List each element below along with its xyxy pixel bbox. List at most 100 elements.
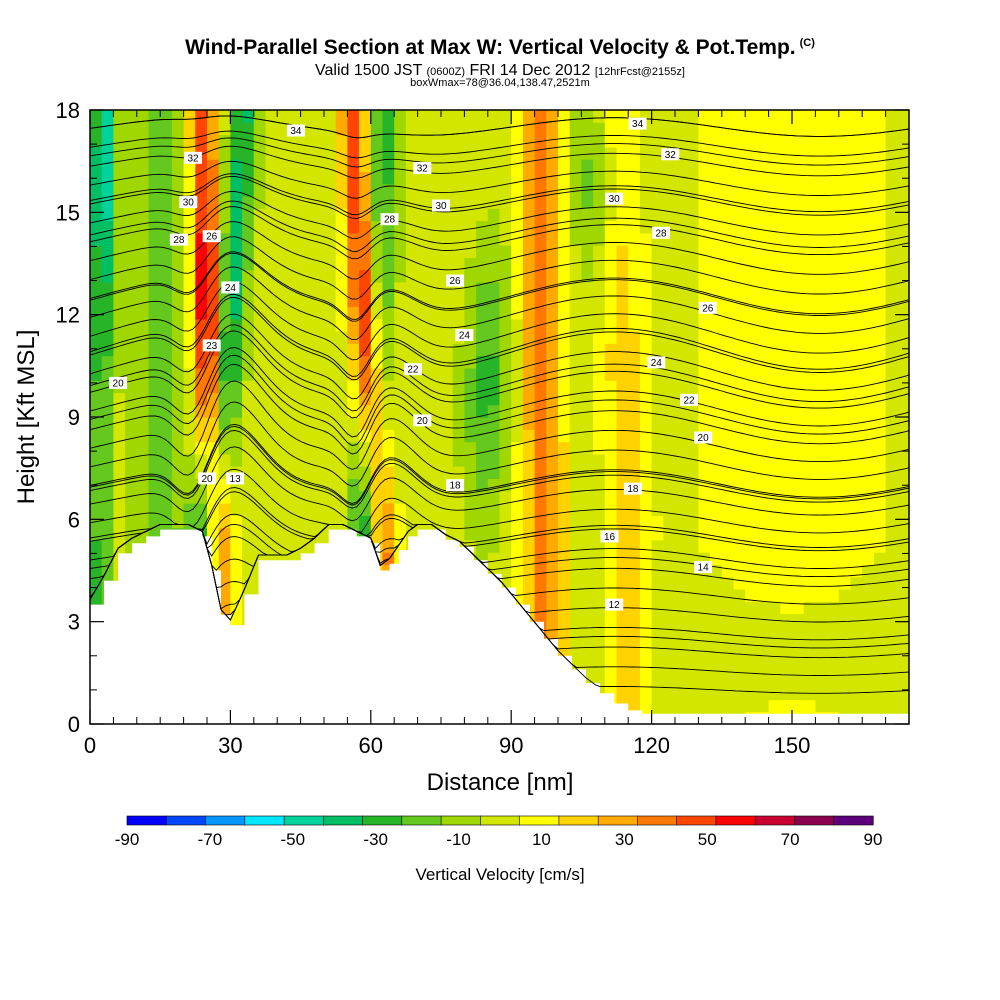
chart-title: Wind-Parallel Section at Max W: Vertical…	[0, 36, 1000, 60]
colorbar-swatch	[519, 815, 560, 826]
contour-label: 18	[446, 479, 464, 492]
colorbar-swatch	[794, 815, 835, 826]
colorbar: -90 -70 -50 -30 -10 10 30 50 70 90	[115, 815, 883, 849]
colorbar-swatch	[440, 815, 482, 826]
colorbar-swatch	[401, 815, 442, 826]
colorbar-tick-label: -50	[281, 830, 306, 849]
contour-label: 32	[413, 162, 432, 175]
contour-label: 28	[380, 213, 399, 226]
svg-text:34: 34	[632, 119, 644, 130]
contour-label: 26	[446, 274, 464, 287]
y-tick-label: 15	[56, 200, 80, 225]
colorbar-tick-label: 50	[698, 830, 717, 849]
svg-text:30: 30	[435, 201, 447, 212]
contour-label: 23	[202, 339, 221, 352]
colorbar-swatch	[558, 815, 599, 826]
colorbar-swatch	[833, 815, 874, 826]
svg-text:16: 16	[604, 532, 616, 543]
svg-text:18: 18	[449, 481, 461, 492]
colorbar-swatch	[597, 815, 639, 826]
y-tick-label: 0	[68, 712, 80, 737]
colorbar-swatch	[126, 815, 167, 826]
colorbar-swatch	[715, 815, 756, 826]
contour-label: 20	[694, 431, 713, 444]
colorbar-tick-label: 10	[532, 830, 551, 849]
contour-label: 30	[179, 196, 198, 209]
y-tick-label: 9	[68, 405, 80, 430]
chart-title-mark: (C)	[799, 37, 815, 49]
contour-label: 20	[413, 414, 432, 427]
svg-text:24: 24	[459, 331, 471, 342]
svg-text:26: 26	[449, 276, 461, 287]
colorbar-swatch	[637, 815, 678, 826]
y-tick-label: 18	[56, 98, 80, 123]
contour-label: 24	[647, 356, 666, 369]
colorbar-swatch	[283, 815, 325, 826]
valid-time-line: Valid 1500 JST (0600Z) FRI 14 Dec 2012 […	[0, 62, 1000, 80]
colorbar-tick-label: 30	[615, 830, 634, 849]
colorbar-tick-label: 90	[864, 830, 883, 849]
svg-text:26: 26	[702, 303, 714, 314]
contour-label: 13	[226, 472, 245, 485]
contour-label: 20	[109, 376, 128, 389]
contour-label: 14	[694, 561, 713, 574]
svg-text:20: 20	[417, 416, 429, 427]
contour-label: 22	[680, 393, 698, 406]
svg-text:24: 24	[651, 358, 663, 369]
x-tick-label: 120	[633, 733, 670, 758]
svg-text:28: 28	[655, 228, 667, 239]
svg-text:30: 30	[183, 198, 195, 209]
colorbar-swatch	[166, 815, 207, 826]
svg-text:18: 18	[627, 484, 639, 495]
x-tick-label: 90	[499, 733, 523, 758]
y-tick-label: 12	[56, 303, 80, 328]
colorbar-tick-label: -10	[446, 830, 471, 849]
colorbar-tick-label: -70	[198, 830, 223, 849]
valid-time-zulu: (0600Z)	[426, 66, 466, 78]
colorbar-tick-label: 70	[781, 830, 800, 849]
x-tick-label: 30	[218, 733, 242, 758]
contour-label: 18	[623, 482, 642, 495]
contour-label: 30	[605, 192, 624, 205]
svg-text:23: 23	[206, 341, 218, 352]
colorbar-swatch	[676, 815, 717, 826]
y-tick-label: 3	[68, 610, 80, 635]
colorbar-tick-label: -90	[115, 830, 140, 849]
svg-text:32: 32	[665, 150, 677, 161]
svg-text:13: 13	[230, 474, 242, 485]
x-tick-label: 60	[359, 733, 383, 758]
contour-label: 34	[286, 124, 305, 137]
contour-label: 30	[432, 199, 450, 212]
valid-time-forecast: [12hrFcst@2155z]	[594, 66, 685, 78]
box-info: boxWmax=78@36.04,138.47,2521m	[410, 77, 590, 89]
y-axis-label: Height [Kft MSL]	[13, 330, 40, 505]
colorbar-swatch	[754, 815, 796, 826]
svg-text:32: 32	[187, 153, 199, 164]
svg-text:14: 14	[698, 563, 710, 574]
x-tick-label: 150	[774, 733, 811, 758]
contour-label: 16	[600, 530, 619, 543]
contour-label: 26	[698, 301, 717, 314]
svg-text:30: 30	[609, 194, 621, 205]
contour-labels: 34 32 30 28 26 24 23 20 20 13 32 30 28 26 24 22 20 18 34 32…	[109, 117, 717, 611]
theta-contours	[90, 115, 909, 694]
contour-label: 34	[628, 117, 647, 130]
chart-title-text: Wind-Parallel Section at Max W: Vertical…	[185, 36, 796, 59]
contour-label: 24	[221, 281, 240, 294]
contour-label: 26	[202, 230, 221, 243]
svg-text:24: 24	[225, 283, 237, 294]
colorbar-label: Vertical Velocity [cm/s]	[415, 865, 584, 884]
colorbar-swatch	[205, 815, 246, 826]
colorbar-swatch	[244, 815, 285, 826]
valid-time-date: FRI 14 Dec 2012	[469, 62, 591, 79]
contour-label: 24	[455, 329, 474, 342]
svg-text:26: 26	[206, 232, 218, 243]
terrain	[90, 529, 909, 724]
svg-text:22: 22	[683, 395, 695, 406]
svg-text:12: 12	[609, 600, 621, 611]
axes: 0 30 60 90 120 150 0 3 6 9 12 15 18	[56, 98, 909, 758]
y-tick-label: 6	[68, 507, 80, 532]
contour-label: 32	[184, 151, 202, 164]
contour-label: 20	[198, 472, 216, 485]
